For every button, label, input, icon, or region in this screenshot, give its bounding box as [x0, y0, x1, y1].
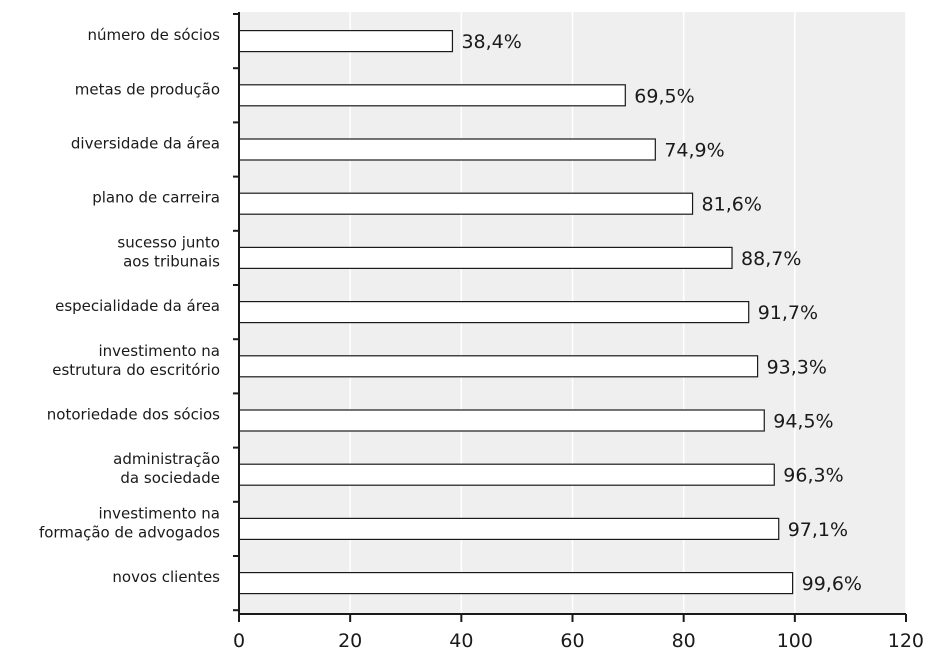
x-tick-label-60: 60	[560, 630, 584, 652]
category-label-10: novos clientes	[112, 568, 220, 586]
bar-0	[238, 30, 454, 53]
bar-7	[238, 409, 765, 432]
category-label-1: metas de produção	[75, 80, 220, 98]
category-label-0: número de sócios	[87, 26, 220, 44]
bar-4	[238, 246, 733, 269]
bar-3	[238, 192, 694, 215]
value-label-1: 69,5%	[634, 85, 694, 107]
value-label-7: 94,5%	[773, 411, 833, 433]
x-tick-label-0: 0	[233, 630, 245, 652]
labels: 38,4% número de sócios 69,5% metas de produ…	[39, 26, 924, 652]
value-label-0: 38,4%	[461, 31, 521, 53]
value-label-4: 88,7%	[741, 248, 801, 270]
category-label-8: administração da sociedade	[113, 450, 220, 487]
bar-2	[238, 138, 656, 161]
bar-10	[238, 571, 794, 595]
category-label-5: especialidade da área	[55, 297, 220, 315]
bar-5	[238, 301, 750, 324]
x-tick-label-80: 80	[672, 630, 696, 652]
bar-9	[238, 517, 780, 541]
category-label-9: investimento na formação de advogados	[39, 504, 220, 541]
value-label-6: 93,3%	[767, 356, 827, 378]
x-tick-label-20: 20	[338, 630, 362, 652]
category-label-2: diversidade da área	[71, 135, 220, 153]
value-label-3: 81,6%	[702, 194, 762, 216]
x-tick-label-100: 100	[777, 630, 813, 652]
value-label-10: 99,6%	[802, 573, 862, 595]
value-label-5: 91,7%	[758, 302, 818, 324]
category-label-6: investimento na estrutura do escritório	[52, 342, 220, 379]
bar-6	[238, 355, 759, 378]
value-label-9: 97,1%	[788, 519, 848, 541]
value-label-8: 96,3%	[783, 465, 843, 487]
category-label-7: notoriedade dos sócios	[47, 406, 220, 424]
category-label-4: sucesso junto aos tribunais	[117, 233, 220, 270]
axes	[233, 12, 907, 622]
bar-8	[238, 463, 775, 486]
category-label-3: plano de carreira	[92, 189, 220, 207]
x-tick-label-40: 40	[449, 630, 473, 652]
bar-1	[238, 84, 626, 107]
value-label-2: 74,9%	[664, 140, 724, 162]
x-tick-label-120: 120	[888, 630, 924, 652]
